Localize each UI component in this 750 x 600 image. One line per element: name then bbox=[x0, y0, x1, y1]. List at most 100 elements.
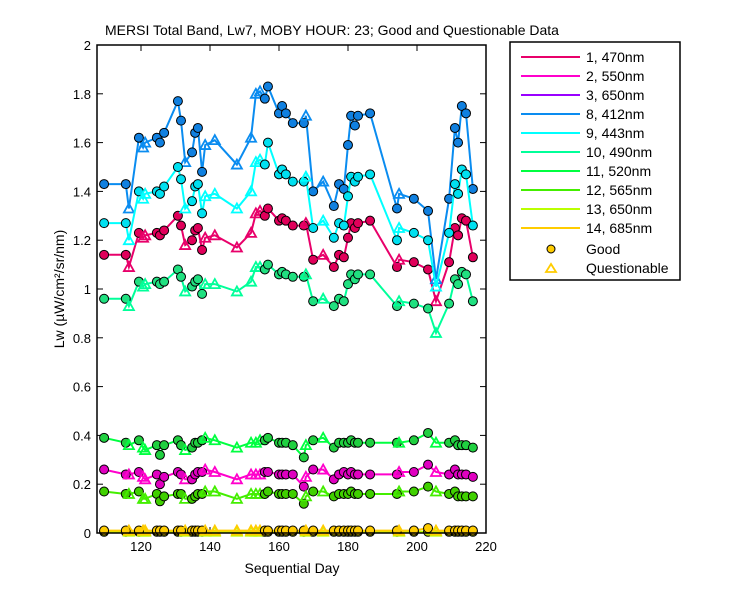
legend-questionable-icon bbox=[544, 262, 558, 273]
good-point bbox=[176, 220, 187, 231]
good-point bbox=[467, 183, 478, 194]
good-point bbox=[133, 486, 144, 497]
good-point bbox=[408, 298, 419, 309]
good-point bbox=[328, 262, 339, 273]
questionable-point bbox=[178, 201, 192, 214]
questionable-point bbox=[138, 228, 152, 241]
questionable-point bbox=[198, 230, 212, 243]
good-point bbox=[453, 230, 464, 241]
good-point bbox=[192, 179, 203, 190]
good-point bbox=[99, 432, 110, 443]
good-point bbox=[192, 223, 203, 233]
y-tick-label: 0.8 bbox=[73, 331, 91, 346]
good-point bbox=[99, 249, 110, 260]
good-point bbox=[154, 137, 165, 148]
good-point bbox=[342, 191, 353, 202]
questionable-point bbox=[299, 267, 313, 280]
good-point bbox=[172, 162, 183, 172]
questionable-point bbox=[178, 155, 192, 168]
questionable-point bbox=[122, 201, 136, 214]
y-tick-label: 1.4 bbox=[73, 184, 91, 199]
good-point bbox=[423, 523, 434, 534]
good-point bbox=[467, 252, 478, 263]
questionable-point bbox=[316, 174, 330, 187]
good-point bbox=[365, 169, 376, 180]
questionable-point bbox=[230, 491, 244, 504]
legend-label: Questionable bbox=[586, 260, 669, 276]
questionable-point bbox=[249, 155, 263, 168]
good-point bbox=[120, 179, 131, 190]
good-point bbox=[353, 110, 364, 121]
questionable-point bbox=[392, 294, 406, 307]
good-point bbox=[187, 235, 198, 246]
good-point bbox=[408, 435, 419, 446]
series-1-470nm bbox=[99, 203, 478, 307]
questionable-point bbox=[138, 491, 152, 504]
legend-label: 13, 650nm bbox=[586, 201, 652, 217]
good-point bbox=[172, 210, 183, 221]
questionable-point bbox=[299, 470, 313, 482]
good-point bbox=[197, 244, 208, 255]
series-11-520nm bbox=[99, 427, 478, 463]
questionable-point bbox=[244, 130, 258, 143]
questionable-point bbox=[392, 221, 406, 233]
good-point bbox=[176, 174, 187, 185]
good-point bbox=[460, 108, 471, 119]
good-point bbox=[159, 225, 170, 236]
questionable-point bbox=[244, 184, 258, 197]
questionable-point bbox=[429, 326, 443, 338]
good-point bbox=[154, 449, 165, 460]
good-point bbox=[262, 486, 273, 497]
good-point bbox=[328, 201, 339, 212]
good-point bbox=[365, 215, 376, 226]
good-point bbox=[453, 137, 464, 148]
good-point bbox=[365, 469, 376, 480]
good-point bbox=[154, 479, 165, 490]
good-point bbox=[467, 442, 478, 453]
x-tick-label: 220 bbox=[475, 539, 497, 554]
good-point bbox=[408, 486, 419, 497]
good-point bbox=[342, 279, 353, 290]
questionable-point bbox=[178, 238, 192, 250]
good-point bbox=[280, 108, 291, 119]
x-axis-label: Sequential Day bbox=[245, 560, 340, 576]
good-point bbox=[408, 467, 419, 477]
x-tick-label: 120 bbox=[130, 539, 152, 554]
good-point bbox=[197, 166, 208, 177]
good-point bbox=[423, 481, 434, 492]
good-point bbox=[460, 269, 471, 280]
questionable-point bbox=[178, 284, 192, 297]
good-point bbox=[159, 471, 170, 482]
good-point bbox=[159, 181, 170, 192]
legend: 1, 470nm 2, 550nm 3, 650nm 8, 412nm 9, 443nm… bbox=[509, 41, 681, 281]
questionable-point bbox=[198, 189, 212, 202]
good-point bbox=[423, 205, 434, 216]
good-point bbox=[391, 203, 402, 214]
good-point bbox=[287, 440, 298, 451]
questionable-point bbox=[122, 487, 136, 499]
good-point bbox=[444, 298, 455, 309]
legend-label: 3, 650nm bbox=[586, 87, 644, 103]
good-point bbox=[187, 196, 198, 207]
questionable-point bbox=[299, 438, 313, 451]
good-point bbox=[423, 264, 434, 275]
questionable-point bbox=[429, 465, 443, 477]
questionable-point bbox=[429, 484, 443, 497]
questionable-point bbox=[316, 291, 330, 304]
good-point bbox=[349, 120, 360, 131]
questionable-point bbox=[198, 462, 212, 475]
good-point bbox=[365, 108, 376, 119]
good-point bbox=[467, 220, 478, 231]
good-point bbox=[453, 279, 464, 290]
legend-box bbox=[509, 41, 681, 281]
good-point bbox=[460, 215, 471, 226]
good-point bbox=[159, 127, 170, 138]
good-point bbox=[287, 176, 298, 187]
y-tick-label: 1 bbox=[84, 282, 91, 297]
good-point bbox=[365, 269, 376, 280]
good-point bbox=[308, 464, 319, 475]
questionable-point bbox=[316, 484, 330, 497]
questionable-point bbox=[122, 233, 136, 246]
good-point bbox=[467, 491, 478, 502]
good-point bbox=[99, 218, 110, 229]
